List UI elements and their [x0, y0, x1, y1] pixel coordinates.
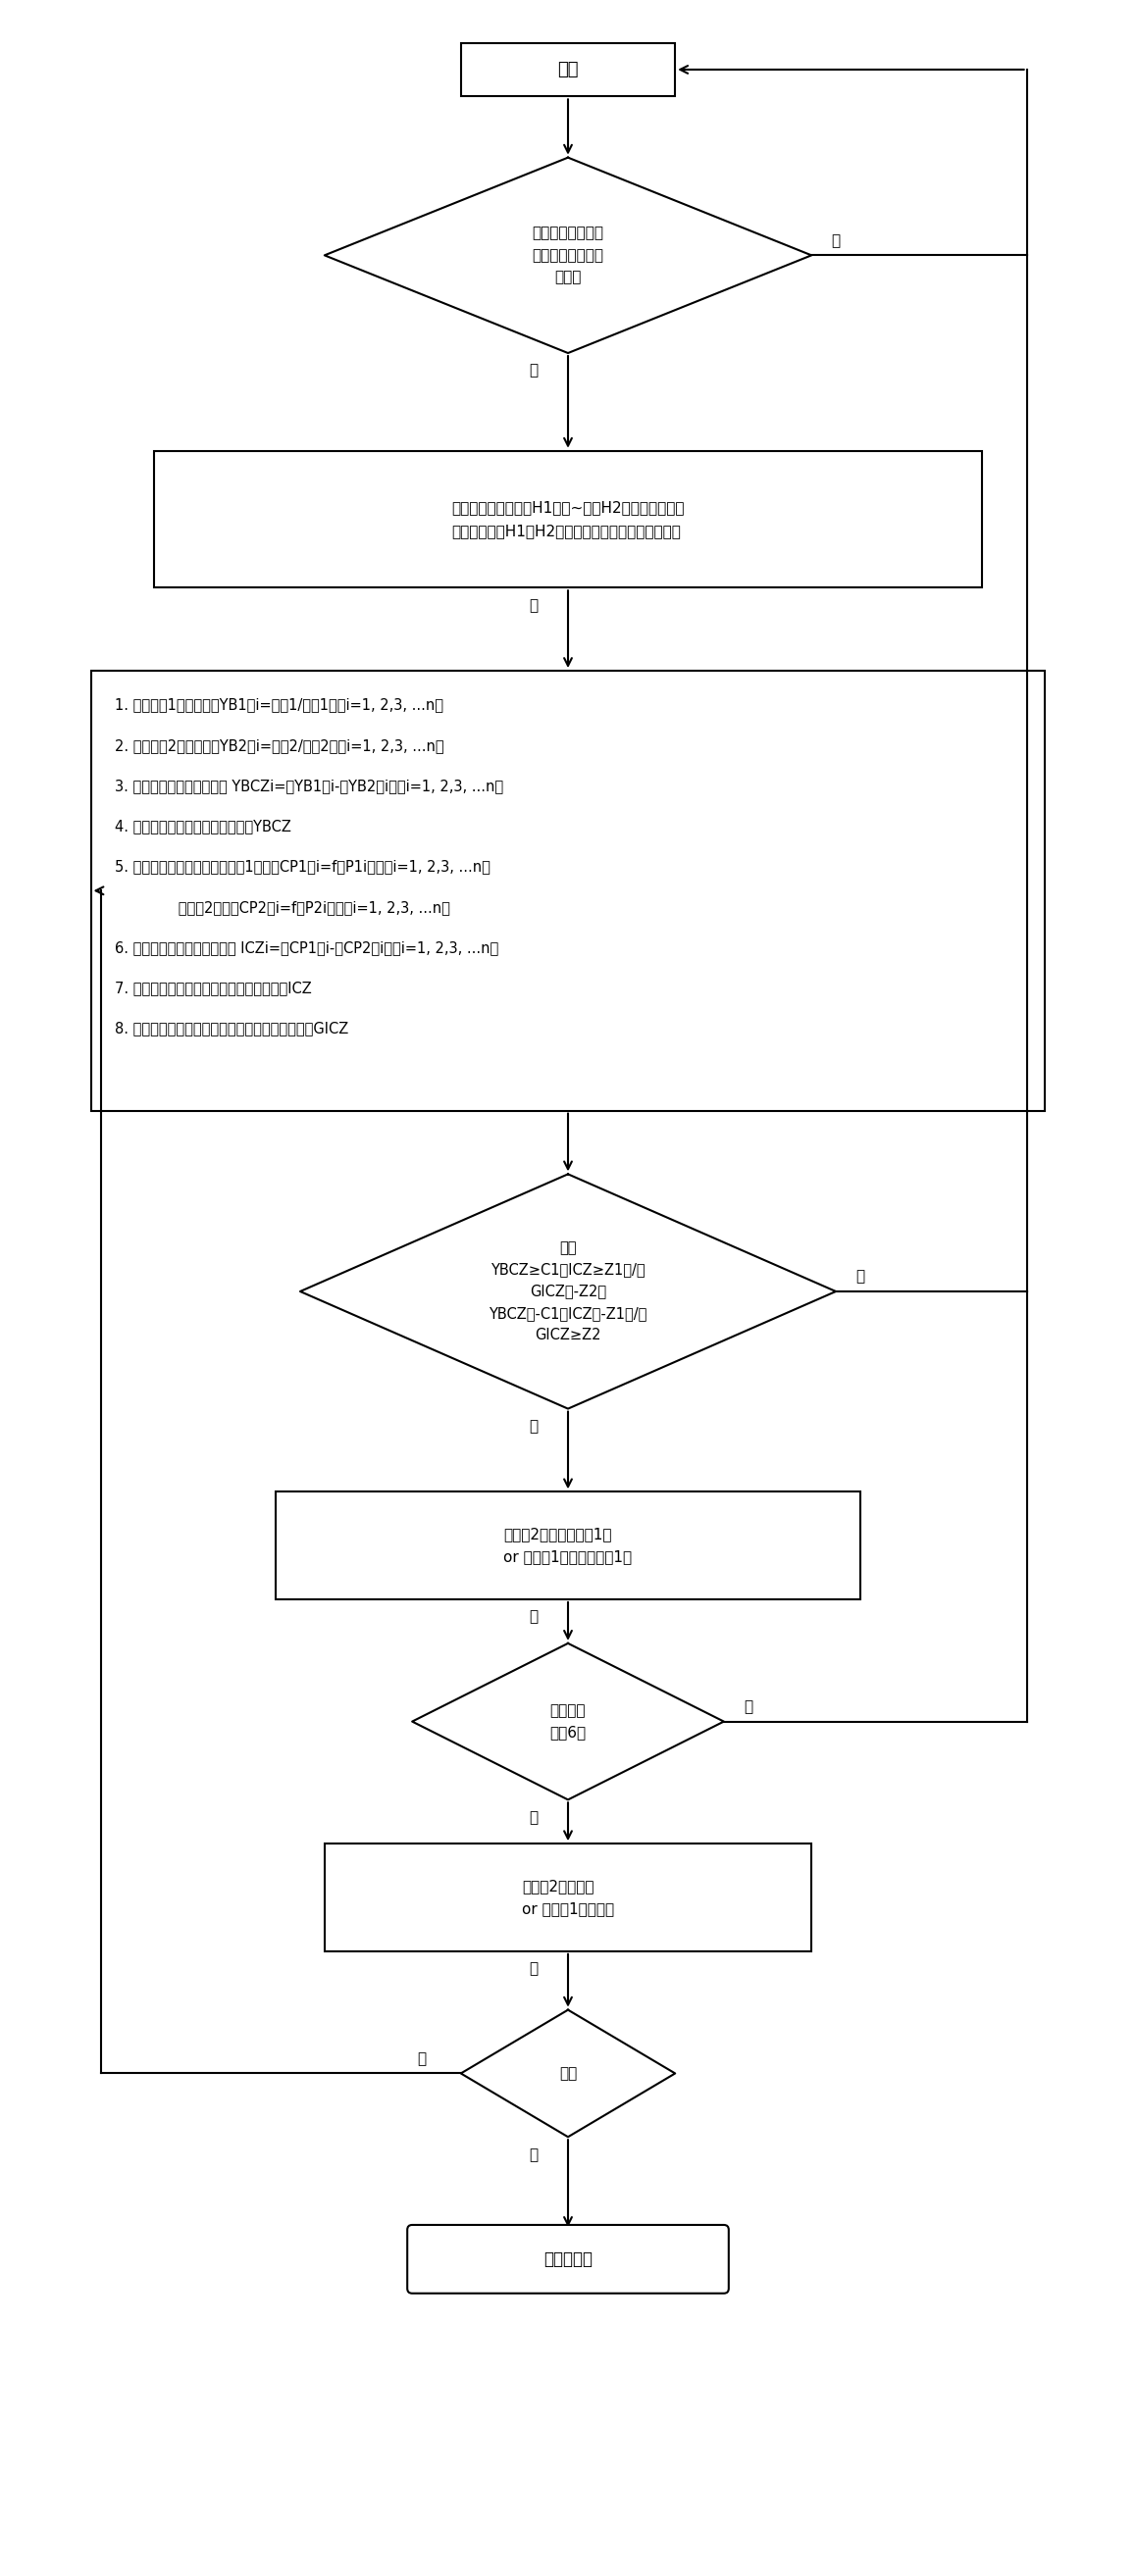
Text: 2. 计算系统2压力比值（YB2）i=高压2/低压2。（i=1, 2,3, ...n）: 2. 计算系统2压力比值（YB2）i=高压2/低压2。（i=1, 2,3, ..…: [115, 739, 444, 752]
FancyBboxPatch shape: [276, 1492, 860, 1600]
Text: 否: 否: [855, 1270, 864, 1283]
Text: 是: 是: [529, 363, 538, 379]
Text: 是: 是: [529, 598, 538, 613]
Text: 修复: 修复: [559, 2066, 577, 2081]
FancyBboxPatch shape: [91, 670, 1045, 1110]
FancyBboxPatch shape: [408, 2226, 728, 2293]
Text: 是: 是: [529, 1811, 538, 1824]
Text: 否: 否: [417, 2050, 426, 2066]
FancyBboxPatch shape: [325, 1844, 811, 1950]
Text: 否: 否: [832, 234, 841, 247]
Text: 8. 计算时域内压缩机互感器采集电流的差值平均值GICZ: 8. 计算时域内压缩机互感器采集电流的差值平均值GICZ: [115, 1023, 349, 1036]
Text: 压缩机2故障预警
or 压缩机1故障预警: 压缩机2故障预警 or 压缩机1故障预警: [521, 1878, 615, 1917]
Text: 是: 是: [529, 1960, 538, 1976]
Text: 4. 计算时域内压力比值差值平均值YBCZ: 4. 计算时域内压力比值差值平均值YBCZ: [115, 819, 292, 835]
Text: 压缩机2电流（CP2）i=f（P2i）。（i=1, 2,3, ...n）: 压缩机2电流（CP2）i=f（P2i）。（i=1, 2,3, ...n）: [115, 899, 451, 914]
Text: 开始: 开始: [558, 62, 578, 77]
Text: 如果
YBCZ≥C1且ICZ≥Z1和/或
GICZ＜-Z2、
YBCZ＜-C1且ICZ＜-Z1和/或
GICZ≥Z2: 如果 YBCZ≥C1且ICZ≥Z1和/或 GICZ＜-Z2、 YBCZ＜-C1且…: [488, 1242, 648, 1342]
FancyBboxPatch shape: [461, 44, 675, 95]
Text: 记录，结束: 记录，结束: [543, 2251, 593, 2267]
Text: 提取时域上一工作日H1时刻~当日H2时刻的系统全冷
运行数据；（H1和H2可根据车辆运营管理合理确定）: 提取时域上一工作日H1时刻~当日H2时刻的系统全冷 运行数据；（H1和H2可根据…: [451, 500, 685, 538]
Polygon shape: [300, 1175, 836, 1409]
Text: 是: 是: [529, 1419, 538, 1435]
Text: 故障连续
预警6次: 故障连续 预警6次: [550, 1703, 586, 1739]
Polygon shape: [412, 1643, 724, 1801]
Text: 压缩机2故障预警记录1次
or 压缩机1故障预警记录1次: 压缩机2故障预警记录1次 or 压缩机1故障预警记录1次: [503, 1528, 633, 1564]
FancyBboxPatch shape: [154, 451, 982, 587]
Text: 无温度和压力等传
感器及其他控制元
件故障: 无温度和压力等传 感器及其他控制元 件故障: [532, 227, 604, 283]
Text: 7. 计算时域内压缩机拟合电流的差值平均值ICZ: 7. 计算时域内压缩机拟合电流的差值平均值ICZ: [115, 981, 312, 997]
Text: 是: 是: [529, 2148, 538, 2161]
Text: 5. 计算压缩机拟合电流：压缩机1电流（CP1）i=f（P1i）。（i=1, 2,3, ...n）: 5. 计算压缩机拟合电流：压缩机1电流（CP1）i=f（P1i）。（i=1, 2…: [115, 860, 491, 873]
Text: 1. 计算系统1压力比值（YB1）i=高压1/低压1。（i=1, 2,3, ...n）: 1. 计算系统1压力比值（YB1）i=高压1/低压1。（i=1, 2,3, ..…: [115, 698, 444, 714]
Text: 否: 否: [744, 1700, 753, 1713]
Polygon shape: [325, 157, 811, 353]
Text: 3. 计算两系统压力比值差值 YBCZi=（YB1）i-（YB2）i。（i=1, 2,3, ...n）: 3. 计算两系统压力比值差值 YBCZi=（YB1）i-（YB2）i。（i=1,…: [115, 778, 503, 793]
Text: 是: 是: [529, 1610, 538, 1625]
Polygon shape: [461, 2009, 675, 2138]
Text: 6. 计算两系统压缩机电流差值 ICZi=（CP1）i-（CP2）i。（i=1, 2,3, ...n）: 6. 计算两系统压缩机电流差值 ICZi=（CP1）i-（CP2）i。（i=1,…: [115, 940, 499, 956]
